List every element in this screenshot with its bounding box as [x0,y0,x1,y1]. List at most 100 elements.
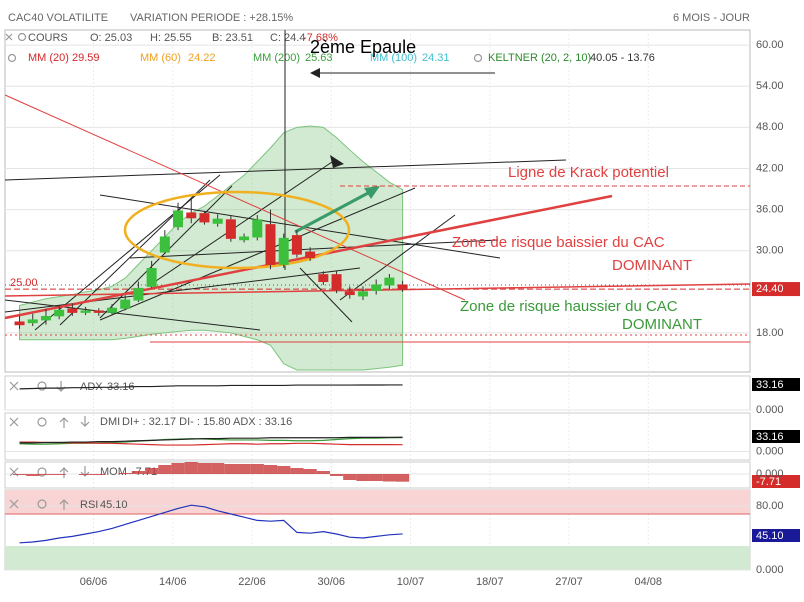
candle-body [54,309,65,317]
pane-title: DMI [100,416,120,428]
candle-body [106,307,117,313]
momentum-bar [395,474,410,482]
pane-title: RSI [80,499,98,511]
candle-body [173,210,184,228]
legend-item: H: 25.55 [150,32,192,44]
y-tick-label: 0.000 [756,468,784,480]
momentum-bar [39,474,53,475]
subtitle: VARIATION PERIODE : +28.15% [130,12,293,24]
annotation: 2ème Epaule [310,37,416,57]
candle-body [212,218,223,224]
icons [5,32,483,63]
indicator-legend: MM (20) 29.59 MM (60) 24.22 MM (200) 25.63 MM … [28,52,655,64]
indicator-name: MM (100) [370,52,417,64]
pane-icons [9,381,90,510]
indicator-value: 24.31 [422,52,450,64]
candle-body [265,224,276,265]
indicator-value: 29.59 [72,52,100,64]
momentum-bar [211,463,225,474]
legend-item: B: 23.51 [212,32,253,44]
pane-border [4,412,751,461]
x-tick-label: 27/07 [555,576,583,588]
candle-body [291,235,302,255]
candle-body [14,321,25,326]
pane-border [4,461,751,489]
legend-item: C: 24.4 [270,32,305,44]
indicator-value: 40.05 - 13.76 [590,52,655,64]
last-price-box [752,282,800,297]
y-tick-label: 30.00 [756,245,784,257]
momentum-bar [171,463,185,474]
momentum-bar [316,471,330,474]
y-tick-label: 0.000 [756,404,784,416]
candle-body [225,219,236,239]
momentum-bar [356,474,370,481]
momentum-bar [290,468,304,474]
momentum-bar [78,474,93,475]
legend-name: COURS [28,32,68,44]
candle-body [27,319,38,324]
x-tick-label: 18/07 [476,576,504,588]
value-box-label: 45.10 [756,530,784,542]
indicator-line [19,384,403,390]
drawings [4,30,751,343]
y-tick-label: 48.00 [756,121,784,133]
indicator-line [19,441,403,446]
candle-body [357,291,368,297]
pane-title: MOM [100,466,127,478]
value-box-label: 33.16 [756,379,784,391]
y-tick-label: 54.00 [756,80,784,92]
momentum-bar [303,469,317,474]
value-box-label: -7.71 [756,476,781,488]
candle-body [344,291,355,296]
candle-body [67,308,78,313]
momentum-bar [224,464,238,474]
momentum-bar [131,471,146,474]
legend-change: -7.68% [303,32,338,44]
candle-body [80,310,91,313]
candle-body [120,299,131,309]
indicator-name: KELTNER (20, 2, 10) [488,52,591,64]
momentum-bar [329,474,344,476]
candle-body [318,274,329,283]
x-tick-label: 10/07 [397,576,425,588]
momentum-bar [12,474,27,475]
indicator-name: MM (200) [253,52,300,64]
reference-label: 25.00 [10,277,38,289]
x-tick-label: 14/06 [159,576,187,588]
candle-body [252,219,263,238]
value-box-label: 33.16 [756,431,784,443]
candle-body [159,236,170,253]
annotation: DOMINANT [612,257,692,274]
momentum-bar [250,464,264,474]
momentum-bar [343,474,357,480]
pane-value: 45.10 [100,499,128,511]
momentum-bar [237,464,251,474]
overbought-zone [5,490,750,514]
candle-body [278,237,289,265]
candle-body [239,236,250,241]
momentum-bar [184,462,198,474]
chart-title: CAC40 VOLATILITE [8,12,108,24]
candle-body [133,287,144,301]
last-price-label: 24.40 [756,283,784,295]
pane-value: DI+ : 32.17 DI- : 15.80 ADX : 33.16 [122,416,292,428]
momentum-bar [52,474,66,475]
momentum-bar [158,465,172,474]
x-tick-label: 30/06 [318,576,346,588]
value-box [752,529,800,542]
indicator-name: MM (20) [28,52,69,64]
indicator-line [19,436,403,444]
indicator-value: 25.63 [305,52,333,64]
indicator-value: 24.22 [188,52,216,64]
oversold-zone [5,546,750,570]
momentum-bar [369,474,383,481]
momentum-bar [26,474,40,476]
candle-body [384,277,395,286]
candle-body [146,268,157,287]
candle-body [371,284,382,291]
momentum-bar [277,466,291,474]
candle-body [93,310,104,313]
pane-title: ADX [80,381,103,393]
